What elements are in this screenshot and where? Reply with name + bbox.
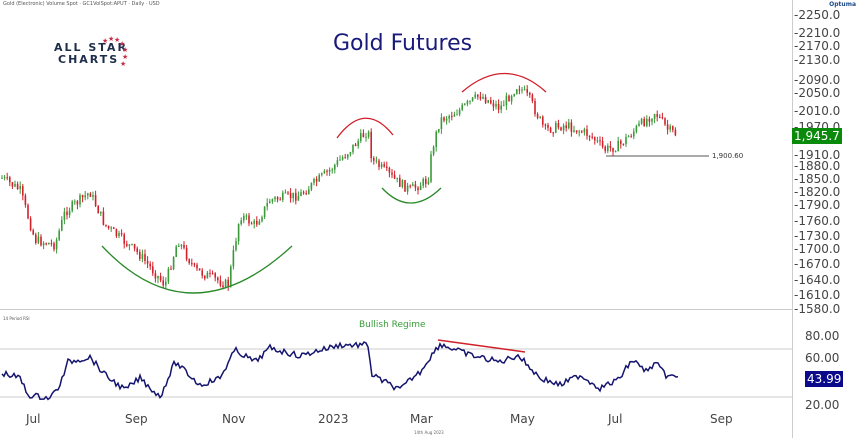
bullish-regime-label: Bullish Regime — [359, 320, 426, 330]
price-tick: -1880.0 — [794, 159, 841, 173]
x-axis-label: Jul — [26, 412, 41, 426]
rsi-tick: 80.00 — [805, 329, 840, 343]
rsi-tick: 20.00 — [805, 398, 840, 412]
price-tick: -2170.0 — [794, 39, 841, 53]
price-tick: -1850.0 — [794, 172, 841, 186]
star-ring-icon: ★ ★ ★★★★★ — [102, 36, 128, 68]
price-axis[interactable] — [792, 0, 860, 438]
pane-separator[interactable] — [0, 309, 792, 310]
price-tick: -2050.0 — [794, 86, 841, 100]
last-price-badge: 1,945.7 — [792, 128, 842, 144]
x-axis-label: Sep — [125, 412, 148, 426]
all-star-charts-logo: ALL STAR CHARTS ★ ★ ★ ★ ★ ★ ★ — [50, 36, 140, 76]
price-tick: -1640.0 — [794, 273, 841, 287]
support-label: 1,900.60 — [712, 152, 744, 160]
brand-logo: Optuma — [829, 1, 856, 8]
svg-text:★: ★ — [122, 46, 128, 54]
x-axis-label: 2023 — [318, 412, 349, 426]
price-tick: -1820.0 — [794, 185, 841, 199]
price-tick: -1730.0 — [794, 229, 841, 243]
svg-text:★: ★ — [114, 36, 120, 44]
rsi-tick: 60.00 — [805, 351, 840, 365]
price-tick: -2090.0 — [794, 73, 841, 87]
svg-text:★: ★ — [119, 40, 125, 48]
price-tick: -1910.0 — [794, 148, 841, 162]
price-tick: -1760.0 — [794, 214, 841, 228]
price-tick: -1700.0 — [794, 242, 841, 256]
price-tick: -1610.0 — [794, 288, 841, 302]
x-axis-label: Nov — [222, 412, 246, 426]
price-chart[interactable] — [0, 0, 792, 438]
price-tick: -1790.0 — [794, 198, 841, 212]
x-axis-label: Jul — [608, 412, 623, 426]
logo-line-2: CHARTS — [58, 53, 120, 66]
svg-text:★: ★ — [122, 53, 128, 61]
x-axis-label: May — [510, 412, 535, 426]
chart-title: Gold Futures — [333, 31, 473, 56]
price-tick: -1580.0 — [794, 302, 841, 316]
price-tick: -1670.0 — [794, 257, 841, 271]
price-tick: -2130.0 — [794, 53, 841, 67]
svg-text:★: ★ — [120, 60, 126, 68]
x-axis-label: Sep — [710, 412, 733, 426]
svg-text:★: ★ — [102, 37, 108, 45]
price-tick: -2210.0 — [794, 26, 841, 40]
logo-line-1: ALL STAR — [54, 41, 128, 54]
x-axis-label: Mar — [410, 412, 433, 426]
svg-text:★: ★ — [108, 36, 114, 43]
price-tick: -2010.0 — [794, 104, 841, 118]
instrument-header: Gold (Electronic) Volume Spot · GC1VolSp… — [3, 1, 160, 7]
rsi-label: 14 Period RSI — [3, 316, 30, 321]
rsi-value-badge: 43.99 — [805, 371, 844, 387]
price-tick: -2250.0 — [794, 8, 841, 22]
footer-date: 14th Aug 2023 — [414, 430, 444, 435]
